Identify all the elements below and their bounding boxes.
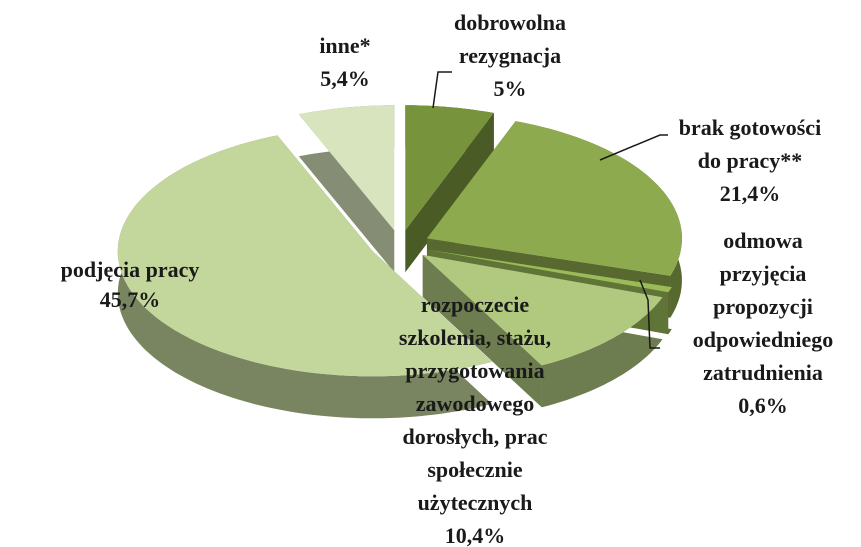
label-line: przygotowania bbox=[405, 358, 544, 383]
slice-label: podjęcia pracy 45,7% bbox=[61, 257, 200, 312]
slice bbox=[298, 105, 395, 231]
label-line: społecznie bbox=[427, 457, 523, 482]
value-label: 45,7% bbox=[100, 287, 161, 312]
slice-label: dobrowolna rezygnacja 5% bbox=[454, 10, 566, 101]
label-line: propozycji bbox=[713, 294, 813, 319]
leader-line bbox=[599, 134, 668, 161]
slice-label: rozpoczecie szkolenia, stażu, przygotowani… bbox=[399, 292, 551, 547]
value-label: 21,4% bbox=[720, 181, 781, 206]
value-label: 5% bbox=[494, 76, 527, 101]
slice bbox=[405, 105, 494, 231]
label-line: odmowa bbox=[723, 228, 802, 253]
label-line: dobrowolna bbox=[454, 10, 566, 35]
label-line: brak gotowości bbox=[679, 115, 821, 140]
value-label: 5,4% bbox=[320, 66, 370, 91]
label-line: inne* bbox=[319, 33, 370, 58]
label-line: rezygnacja bbox=[459, 43, 561, 68]
slice bbox=[428, 249, 672, 293]
value-label: 0,6% bbox=[738, 393, 788, 418]
slice bbox=[426, 121, 682, 276]
leader-line bbox=[639, 279, 660, 349]
slice-label: inne* 5,4% bbox=[319, 33, 370, 91]
label-line: rozpoczecie bbox=[421, 292, 530, 317]
label-line: zatrudnienia bbox=[703, 360, 823, 385]
label-line: użytecznych bbox=[418, 490, 533, 515]
leader-line bbox=[432, 71, 452, 109]
label-line: dorosłych, prac bbox=[402, 424, 547, 449]
slice-label: odmowa przyjęcia propozycji odpowiedniego za… bbox=[693, 228, 834, 418]
label-line: przyjęcia bbox=[720, 261, 807, 286]
label-line: odpowiedniego bbox=[693, 327, 834, 352]
label-line: do pracy** bbox=[698, 148, 803, 173]
slice-label: brak gotowości do pracy** 21,4% bbox=[679, 115, 821, 206]
slice bbox=[117, 135, 493, 377]
label-line: podjęcia pracy bbox=[61, 257, 200, 282]
value-label: 10,4% bbox=[445, 523, 506, 547]
label-line: zawodowego bbox=[416, 391, 535, 416]
slice bbox=[422, 254, 663, 366]
label-line: szkolenia, stażu, bbox=[399, 325, 551, 350]
